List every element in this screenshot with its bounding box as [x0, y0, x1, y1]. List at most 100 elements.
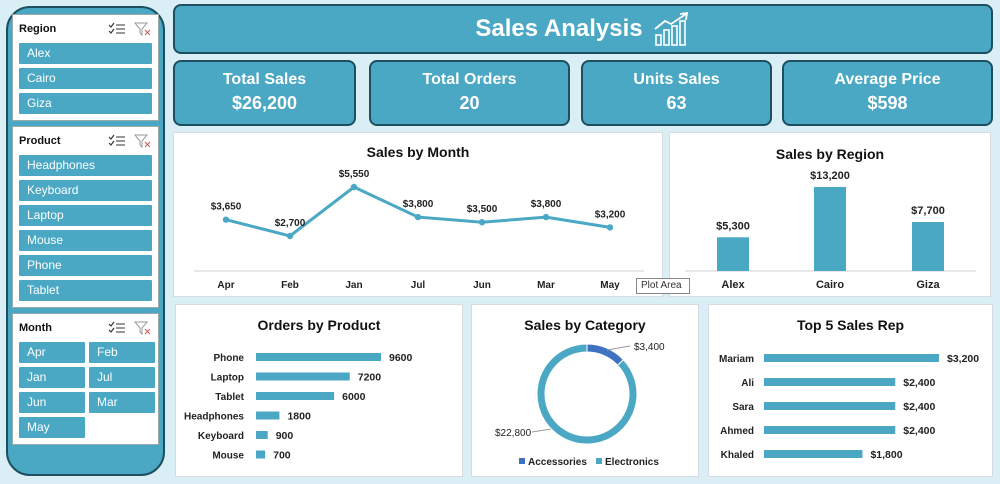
- month-item-may[interactable]: May: [19, 417, 85, 438]
- data-label: $3,800: [403, 199, 434, 210]
- orders-by-product-panel[interactable]: Orders by Product Phone 9600 Laptop 7200 Tab…: [175, 304, 463, 477]
- top-sales-rep-chart: Mariam $3,200 Ali $2,400 Sara $2,400 Ahmed $2,4…: [719, 353, 979, 461]
- sales-by-region-chart: $5,300 Alex $13,200 Cairo $7,700 Giza: [685, 170, 976, 291]
- multi-select-icon[interactable]: [108, 134, 126, 148]
- multi-select-icon[interactable]: [108, 22, 126, 36]
- category-label: Sara: [732, 402, 754, 413]
- data-label: $3,200: [947, 353, 979, 365]
- kpi-value: $598: [867, 93, 908, 113]
- month-item-grid: Apr Feb Jan Jul Jun Mar May: [19, 342, 155, 438]
- chart-title: Orders by Product: [257, 317, 381, 333]
- bar: [814, 187, 846, 271]
- bar: [764, 378, 896, 386]
- x-tick-label: Jul: [411, 280, 426, 291]
- month-item-jun[interactable]: Jun: [19, 392, 85, 413]
- data-point: [606, 224, 614, 231]
- category-label: Keyboard: [198, 431, 244, 442]
- legend-swatch: [519, 458, 525, 464]
- data-label: 6000: [342, 391, 366, 403]
- sales-by-category-panel[interactable]: Sales by Category $3,400 $22,800 Accessori…: [471, 304, 699, 477]
- clear-filter-icon[interactable]: [133, 134, 152, 149]
- x-tick-label: May: [600, 280, 620, 291]
- region-slicer-title: Region: [19, 23, 57, 35]
- sales-by-month-chart: $3,650 Apr $2,700 Feb $5,550 Jan $3,800 Jul $3,5…: [194, 169, 644, 291]
- month-item-mar[interactable]: Mar: [89, 392, 155, 413]
- month-item-apr[interactable]: Apr: [19, 342, 85, 363]
- bar: [256, 353, 381, 361]
- region-item-giza[interactable]: Giza: [19, 93, 152, 114]
- data-label: $2,400: [903, 401, 935, 413]
- kpi-value: 63: [666, 93, 687, 113]
- x-tick-label: Jan: [345, 280, 362, 291]
- product-item-tablet[interactable]: Tablet: [19, 280, 152, 301]
- month-item-feb[interactable]: Feb: [89, 342, 155, 363]
- multi-select-icon[interactable]: [108, 321, 126, 335]
- product-slicer-header: Product: [19, 131, 152, 151]
- product-slicer: Product Headphones Keyboard Laptop Mouse…: [12, 126, 159, 308]
- kpi-average-price: Average Price $598: [782, 60, 993, 126]
- data-label: $3,500: [467, 204, 498, 215]
- month-slicer-title: Month: [19, 322, 52, 334]
- page-title: Sales Analysis: [475, 15, 643, 42]
- x-tick-label: Alex: [721, 279, 745, 291]
- clear-filter-icon[interactable]: [133, 321, 152, 336]
- month-slicer-header: Month: [19, 318, 152, 338]
- category-label: Headphones: [184, 412, 244, 423]
- product-item-keyboard[interactable]: Keyboard: [19, 180, 152, 201]
- region-item-alex[interactable]: Alex: [19, 43, 152, 64]
- donut-slice: [536, 343, 638, 445]
- data-label: 700: [273, 450, 291, 462]
- bar: [764, 354, 939, 362]
- data-label: $3,650: [211, 202, 242, 213]
- bar: [764, 426, 896, 434]
- x-tick-label: Jun: [473, 280, 491, 291]
- data-point: [478, 219, 486, 226]
- bar: [912, 222, 944, 271]
- month-item-jul[interactable]: Jul: [89, 367, 155, 388]
- data-label: $2,400: [903, 425, 935, 437]
- sales-by-month-panel[interactable]: Sales by Month $3,650 Apr $2,700 Feb $5,550 J…: [173, 132, 663, 297]
- category-label: Khaled: [721, 450, 754, 461]
- legend-label: Accessories: [528, 457, 587, 468]
- data-label: $5,300: [716, 220, 750, 232]
- category-label: Mouse: [212, 451, 244, 462]
- product-item-headphones[interactable]: Headphones: [19, 155, 152, 176]
- leader-line: [531, 428, 552, 433]
- bar: [256, 431, 268, 439]
- data-label: 900: [276, 430, 294, 442]
- category-label: Ahmed: [720, 426, 754, 437]
- product-item-laptop[interactable]: Laptop: [19, 205, 152, 226]
- clear-filter-icon[interactable]: [133, 22, 152, 37]
- top-sales-rep-panel[interactable]: Top 5 Sales Rep Mariam $3,200 Ali $2,400 Sar…: [708, 304, 993, 477]
- x-tick-label: Feb: [281, 280, 299, 291]
- data-label: $5,550: [339, 169, 370, 180]
- category-label: Tablet: [215, 392, 244, 403]
- chart-title: Sales by Month: [366, 144, 470, 160]
- chart-title: Sales by Category: [524, 317, 646, 333]
- data-label: $2,400: [903, 377, 935, 389]
- region-item-cairo[interactable]: Cairo: [19, 68, 152, 89]
- donut-slice: [586, 343, 625, 366]
- data-point: [350, 183, 358, 191]
- kpi-total-sales: Total Sales $26,200: [173, 60, 356, 126]
- legend-label: Electronics: [605, 457, 659, 468]
- kpi-label: Average Price: [834, 71, 941, 88]
- legend-swatch: [596, 458, 602, 464]
- month-slicer: Month Apr Feb Jan Jul Jun Mar May: [12, 313, 159, 445]
- data-label: $1,800: [870, 449, 902, 461]
- orders-by-product-chart: Phone 9600 Laptop 7200 Tablet 6000 Headphones 1…: [184, 352, 413, 462]
- sales-by-region-panel[interactable]: Sales by Region $5,300 Alex $13,200 Cairo $7…: [669, 132, 991, 297]
- filter-sidebar: Region Alex Cairo Giza Product Headphone…: [6, 6, 165, 476]
- data-label: $3,400: [634, 342, 665, 353]
- bar: [256, 411, 280, 420]
- chart-title: Top 5 Sales Rep: [796, 317, 905, 333]
- kpi-label: Total Orders: [422, 71, 517, 88]
- category-label: Phone: [213, 353, 244, 364]
- product-item-phone[interactable]: Phone: [19, 255, 152, 276]
- growth-chart-icon: [653, 11, 691, 47]
- product-item-mouse[interactable]: Mouse: [19, 230, 152, 251]
- data-point: [222, 216, 230, 223]
- dashboard-header: Sales Analysis: [173, 4, 993, 54]
- x-tick-label: Mar: [537, 280, 555, 291]
- month-item-jan[interactable]: Jan: [19, 367, 85, 388]
